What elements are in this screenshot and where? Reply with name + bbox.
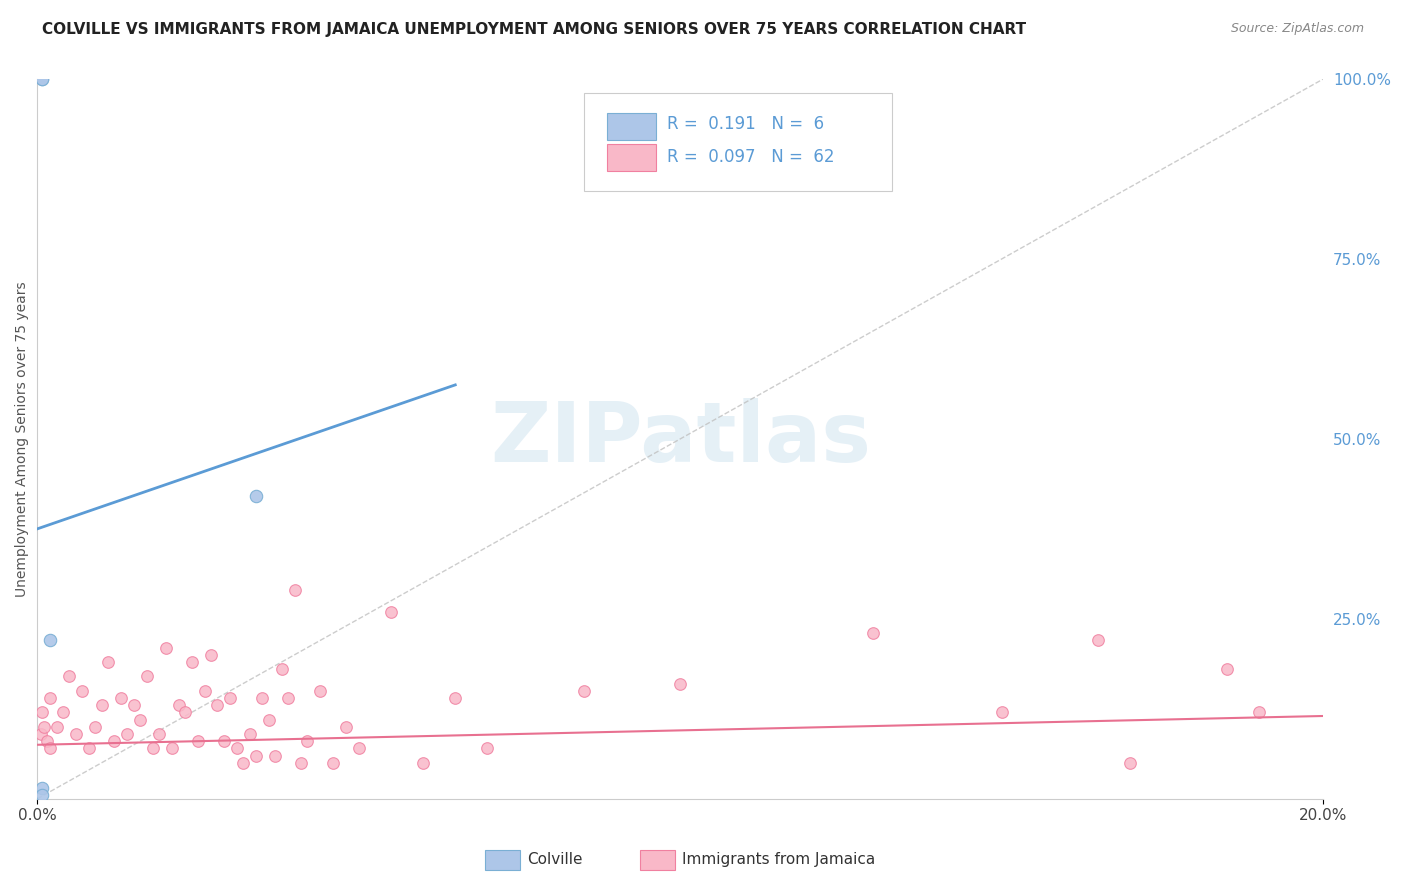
Point (207, 698, 229, 713)
Point (39, 633, 62, 648)
Point (129, 713, 152, 727)
Point (39, 741, 62, 756)
Point (444, 690, 467, 705)
Point (257, 713, 280, 727)
Point (31, 788, 53, 802)
Point (45, 720, 67, 734)
Y-axis label: Unemployment Among Seniors over 75 years: Unemployment Among Seniors over 75 years (15, 281, 30, 597)
Point (252, 690, 274, 705)
Point (264, 748, 287, 763)
Text: Colville: Colville (527, 853, 582, 867)
Text: ZIPatlas: ZIPatlas (489, 399, 870, 479)
Point (32, 720, 55, 734)
Point (238, 727, 260, 741)
Point (52, 706, 75, 720)
Text: Immigrants from Jamaica: Immigrants from Jamaica (682, 853, 875, 867)
Point (90, 698, 112, 713)
Point (200, 648, 222, 662)
Point (122, 698, 145, 713)
Point (477, 741, 499, 756)
Point (991, 706, 1014, 720)
Point (245, 748, 267, 763)
Point (862, 626, 884, 640)
Point (347, 741, 370, 756)
Point (212, 734, 235, 748)
Point (572, 683, 595, 698)
Point (30, 727, 52, 741)
Point (31, 72, 53, 87)
Point (322, 756, 344, 770)
Point (31, 706, 53, 720)
Point (58, 669, 80, 683)
Point (84, 720, 107, 734)
Point (1247, 706, 1270, 720)
Text: R =  0.191   N =  6: R = 0.191 N = 6 (668, 115, 824, 133)
Point (290, 756, 312, 770)
FancyBboxPatch shape (607, 144, 655, 171)
Point (669, 676, 692, 690)
Point (167, 698, 190, 713)
Point (155, 640, 177, 655)
Point (1119, 756, 1142, 770)
Point (270, 662, 292, 676)
Point (277, 690, 299, 705)
Point (193, 683, 215, 698)
Text: COLVILLE VS IMMIGRANTS FROM JAMAICA UNEMPLOYMENT AMONG SENIORS OVER 75 YEARS COR: COLVILLE VS IMMIGRANTS FROM JAMAICA UNEM… (42, 22, 1026, 37)
Point (232, 756, 254, 770)
Point (225, 741, 247, 756)
Point (180, 655, 202, 669)
Point (1216, 662, 1239, 676)
Point (31, 72, 53, 87)
Point (72, 683, 94, 698)
Point (380, 605, 402, 619)
Point (297, 734, 319, 748)
Point (135, 669, 157, 683)
Point (117, 727, 139, 741)
Point (103, 734, 125, 748)
Point (1087, 633, 1109, 648)
Point (148, 727, 170, 741)
Point (39, 690, 62, 705)
Point (110, 690, 132, 705)
FancyBboxPatch shape (607, 112, 655, 140)
Point (174, 706, 197, 720)
Point (219, 690, 242, 705)
Point (309, 683, 332, 698)
Point (142, 741, 165, 756)
Text: Source: ZipAtlas.com: Source: ZipAtlas.com (1230, 22, 1364, 36)
FancyBboxPatch shape (583, 94, 893, 191)
Point (412, 756, 434, 770)
Text: R =  0.097   N =  62: R = 0.097 N = 62 (668, 148, 835, 166)
Point (335, 720, 357, 734)
Point (283, 582, 305, 597)
Point (77, 741, 100, 756)
Point (35, 734, 58, 748)
Point (31, 780, 53, 795)
Point (97, 655, 120, 669)
Point (162, 741, 184, 756)
Point (65, 727, 87, 741)
Point (245, 490, 267, 504)
Point (187, 734, 209, 748)
